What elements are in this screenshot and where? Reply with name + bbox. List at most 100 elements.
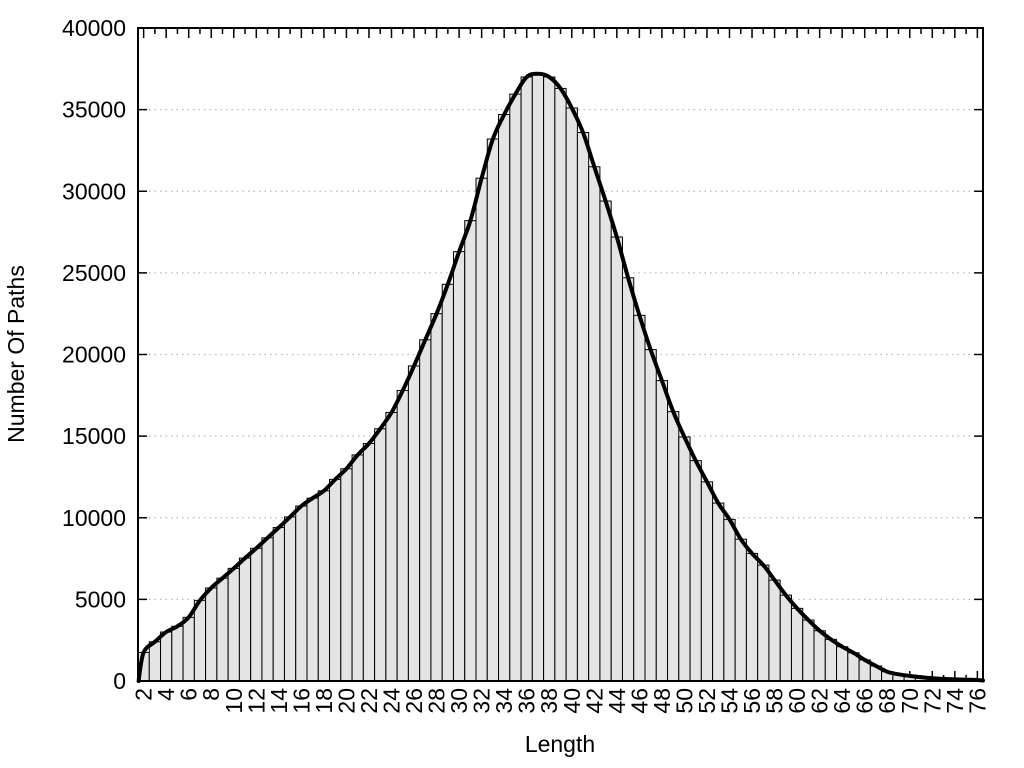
bar bbox=[745, 552, 759, 682]
x-tick-label: 10 bbox=[221, 688, 247, 714]
x-tick-label: 18 bbox=[311, 688, 337, 714]
bar bbox=[148, 641, 162, 682]
x-tick-label: 16 bbox=[288, 688, 314, 714]
x-tick-label: 48 bbox=[649, 688, 675, 714]
bar bbox=[464, 220, 477, 682]
y-tick-label: 15000 bbox=[62, 423, 126, 449]
x-tick-label: 56 bbox=[739, 688, 765, 714]
plot-border bbox=[137, 27, 984, 682]
bar bbox=[836, 646, 849, 682]
x-tick-label: 14 bbox=[266, 688, 292, 714]
bar bbox=[802, 619, 815, 682]
bar bbox=[520, 76, 533, 682]
bar bbox=[193, 599, 207, 682]
x-tick-label: 22 bbox=[356, 688, 382, 714]
bar bbox=[441, 283, 454, 682]
x-tick-label: 26 bbox=[401, 688, 427, 714]
bar bbox=[329, 478, 342, 682]
bar bbox=[700, 481, 714, 682]
bar bbox=[216, 577, 229, 682]
x-tick-label: 34 bbox=[491, 688, 517, 714]
y-tick-label: 30000 bbox=[62, 178, 126, 204]
x-tick-label: 20 bbox=[333, 688, 359, 714]
label-layer: 0 5000 10000 15000 20000 25000 30000 35000 40000… bbox=[62, 15, 990, 714]
y-tick-label: 25000 bbox=[62, 260, 126, 286]
x-tick-label: 44 bbox=[604, 688, 630, 714]
x-tick-label: 24 bbox=[379, 688, 405, 714]
bar bbox=[712, 502, 725, 682]
x-tick-label: 4 bbox=[153, 688, 179, 701]
bar bbox=[283, 516, 297, 682]
bar bbox=[667, 411, 680, 682]
y-tick-label: 35000 bbox=[62, 97, 126, 123]
bar bbox=[723, 518, 736, 682]
x-tick-label: 50 bbox=[671, 688, 697, 714]
bar bbox=[407, 365, 421, 682]
x-tick-label: 74 bbox=[942, 688, 968, 714]
y-tick-label: 5000 bbox=[75, 586, 126, 612]
bar bbox=[678, 436, 691, 682]
bar bbox=[227, 567, 240, 682]
bar bbox=[486, 138, 500, 682]
x-tick-label: 40 bbox=[559, 688, 585, 714]
bar bbox=[576, 131, 590, 682]
bar bbox=[374, 428, 387, 682]
bar bbox=[238, 557, 252, 682]
x-tick-label: 52 bbox=[694, 688, 720, 714]
bar bbox=[351, 454, 364, 682]
bar bbox=[621, 277, 635, 682]
bar bbox=[779, 594, 792, 682]
bar bbox=[824, 638, 838, 682]
bar bbox=[655, 380, 669, 682]
x-tick-label: 62 bbox=[807, 688, 833, 714]
bar bbox=[734, 538, 747, 682]
x-tick-label: 76 bbox=[964, 688, 990, 714]
y-tick-label: 0 bbox=[113, 668, 126, 694]
bar bbox=[171, 625, 184, 682]
bar bbox=[452, 251, 466, 682]
bar bbox=[633, 314, 646, 682]
bar bbox=[160, 631, 173, 682]
x-tick-label: 46 bbox=[626, 688, 652, 714]
bar bbox=[610, 236, 623, 682]
x-tick-label: 28 bbox=[424, 688, 450, 714]
bar bbox=[430, 313, 443, 682]
x-tick-label: 2 bbox=[131, 688, 157, 701]
x-tick-label: 64 bbox=[829, 688, 855, 714]
y-tick-label: 40000 bbox=[62, 15, 126, 41]
y-tick-label: 20000 bbox=[62, 342, 126, 368]
bar bbox=[531, 73, 545, 682]
bar bbox=[689, 460, 702, 682]
bar bbox=[498, 114, 511, 682]
x-tick-label: 60 bbox=[784, 688, 810, 714]
bar bbox=[317, 490, 331, 682]
x-tick-label: 38 bbox=[536, 688, 562, 714]
x-tick-label: 54 bbox=[717, 688, 743, 714]
bar bbox=[588, 166, 601, 682]
curve-layer bbox=[136, 71, 985, 683]
bar bbox=[205, 587, 218, 682]
x-axis-title: Length bbox=[525, 731, 595, 757]
bar bbox=[385, 411, 398, 682]
x-tick-label: 6 bbox=[176, 688, 202, 701]
x-tick-label: 58 bbox=[762, 688, 788, 714]
x-tick-label: 12 bbox=[243, 688, 269, 714]
x-tick-label: 70 bbox=[897, 688, 923, 714]
bar bbox=[757, 564, 770, 682]
bar bbox=[565, 107, 578, 682]
bar bbox=[295, 505, 308, 682]
bar bbox=[272, 527, 285, 682]
x-tick-label: 8 bbox=[198, 688, 224, 701]
bar bbox=[554, 87, 567, 682]
bar bbox=[261, 537, 274, 682]
bar bbox=[644, 349, 657, 682]
bar bbox=[768, 579, 781, 682]
bar bbox=[813, 630, 826, 682]
bar bbox=[599, 200, 612, 682]
bars-layer bbox=[137, 73, 984, 682]
x-tick-label: 66 bbox=[852, 688, 878, 714]
bar bbox=[790, 607, 804, 682]
distribution-curve bbox=[136, 71, 985, 683]
